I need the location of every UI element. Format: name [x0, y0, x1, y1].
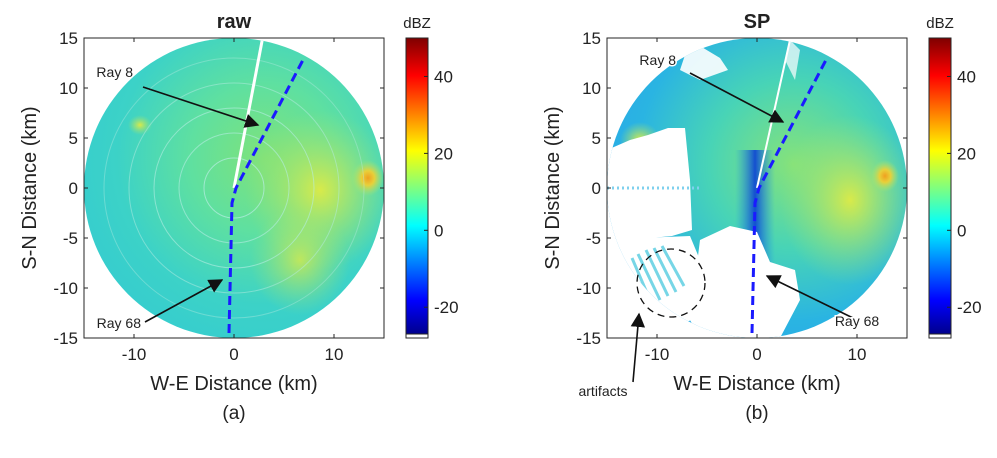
colorbar-raw: 40 20 0 -20 dBZ: [403, 15, 459, 339]
y-tick-label: 5: [69, 129, 78, 148]
chart-title-raw: raw: [217, 11, 252, 33]
y-tick-label: 10: [59, 79, 78, 98]
annotation-arrow: [142, 86, 260, 128]
y-tick-label: 0: [69, 179, 78, 198]
panel-caption-raw: (a): [222, 403, 245, 424]
annotation-arrow: [689, 72, 785, 123]
ray-path-dashed: [227, 57, 306, 334]
y-tick-label: -10: [576, 279, 601, 298]
x-tick-label: -10: [645, 345, 670, 364]
artifact-circle: [636, 248, 706, 318]
y-tick-label: -5: [586, 229, 601, 248]
x-tick-label: -10: [122, 345, 147, 364]
x-axis-label: W-E Distance (km): [150, 373, 317, 395]
annotation-arrow: [630, 312, 646, 383]
overlay-sp: Ray 8 Ray 68 artifacts: [578, 51, 880, 400]
y-tick-label: 0: [592, 179, 601, 198]
colorbar-unit: dBZ: [926, 15, 954, 32]
x-tick-label: 0: [752, 345, 761, 364]
annotation-label: artifacts: [578, 383, 627, 399]
annotation-label: Ray 68: [97, 315, 142, 331]
colorbar-tick-label: 20: [434, 144, 453, 163]
artifact-region: [622, 245, 686, 307]
ppi-field-raw: [84, 38, 384, 338]
annotation-arrow: [765, 275, 854, 319]
x-tick-label: 10: [325, 345, 344, 364]
axes-raw: -10 0 10 15 10 5 0 -5 -10 -15 raw W-E Distance (km)…: [19, 11, 385, 424]
colorbar-tick-label: 40: [957, 67, 976, 86]
panel-sp: -10 0 10 15 10 5 0 -5 -10 -15 SP W-E Distance (km) S…: [542, 11, 908, 424]
y-tick-label: -5: [63, 229, 78, 248]
annotation-label: Ray 8: [639, 52, 676, 68]
axes-sp: -10 0 10 15 10 5 0 -5 -10 -15 SP W-E Distance (km) S…: [542, 11, 908, 424]
chart-title-sp: SP: [744, 11, 771, 33]
annotation-label: Ray 68: [835, 313, 880, 329]
colorbar-tick-label: -20: [434, 298, 459, 317]
y-tick-label: -15: [576, 329, 601, 348]
y-tick-label: 15: [582, 29, 601, 48]
colorbar-unit: dBZ: [403, 15, 431, 32]
colorbar-floor: [405, 333, 429, 339]
colorbar-sp: 40 20 0 -20 dBZ: [926, 15, 982, 339]
x-tick-label: 10: [848, 345, 867, 364]
y-tick-label: -15: [53, 329, 78, 348]
annotation-arrow: [144, 279, 224, 323]
x-tick-label: 0: [229, 345, 238, 364]
x-axis-label: W-E Distance (km): [673, 373, 840, 395]
colorbar-tick-label: 0: [434, 221, 443, 240]
y-tick-label: -10: [53, 279, 78, 298]
y-tick-label: 15: [59, 29, 78, 48]
panel-raw: -10 0 10 15 10 5 0 -5 -10 -15 raw W-E Distance (km)…: [19, 11, 385, 424]
colorbar-scale: [928, 37, 952, 339]
ppi-field-sp: [607, 38, 907, 338]
y-tick-label: 5: [592, 129, 601, 148]
colorbar-tick-label: 40: [434, 67, 453, 86]
colorbar-floor: [928, 333, 952, 339]
colorbar-tick-label: 20: [957, 144, 976, 163]
annotation-label: Ray 8: [96, 64, 133, 80]
colorbar-tick-label: 0: [957, 221, 966, 240]
colorbar-scale: [405, 37, 429, 339]
y-axis-label: S-N Distance (km): [19, 106, 41, 269]
ray-path-dashed: [750, 57, 829, 334]
y-tick-label: 10: [582, 79, 601, 98]
colorbar-tick-label: -20: [957, 298, 982, 317]
y-axis-label: S-N Distance (km): [542, 106, 564, 269]
overlay-raw: Ray 8 Ray 68: [95, 57, 306, 334]
panel-caption-sp: (b): [745, 403, 768, 424]
